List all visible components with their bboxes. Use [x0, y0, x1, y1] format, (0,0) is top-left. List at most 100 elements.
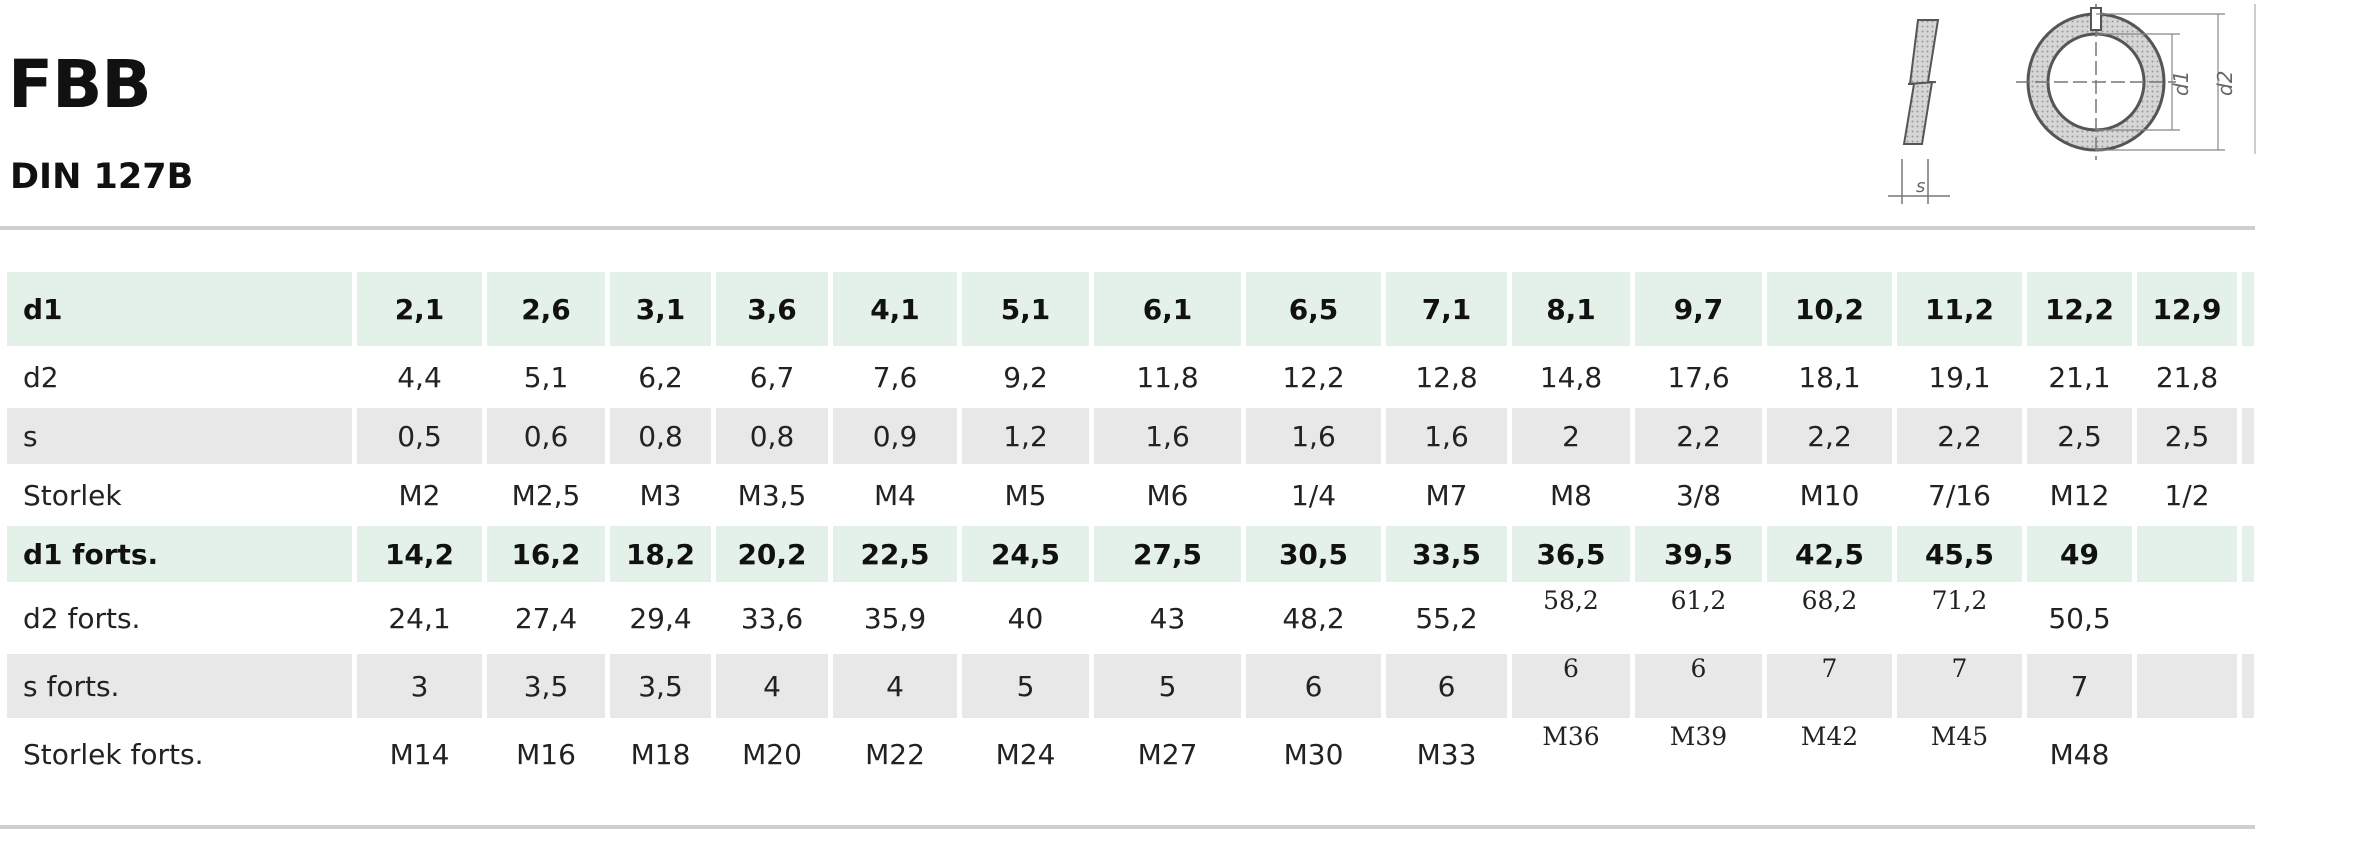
table-row: s forts. 3 3,5 3,5 4 4 5 5 6 6 6 6 7 7 7: [7, 654, 2254, 718]
table-cell: 9,7: [1635, 272, 1762, 346]
table-cell: 10,2: [1767, 272, 1892, 346]
table-cell: 71,2: [1897, 586, 2022, 650]
table-row: s 0,5 0,6 0,8 0,8 0,9 1,2 1,6 1,6 1,6 2 …: [7, 408, 2254, 464]
dim-label-s: s: [1916, 176, 1925, 197]
table-cell: 36,5: [1512, 526, 1630, 582]
table-cell: 7,1: [1386, 272, 1507, 346]
table-cell: [2137, 654, 2237, 718]
table-cell: 33,5: [1386, 526, 1507, 582]
table-cell: 6: [1635, 654, 1762, 718]
table-cell: 7: [2027, 654, 2132, 718]
table-cell: 11,2: [1897, 272, 2022, 346]
table-cell: 6: [1386, 654, 1507, 718]
table-cell: 50,5: [2027, 586, 2132, 650]
table-cell: 61,2: [1635, 586, 1762, 650]
table-cell: M22: [833, 722, 957, 786]
table-cell: 2,2: [1897, 408, 2022, 464]
table-cell: 3: [357, 654, 482, 718]
table-cell: M27: [1094, 722, 1241, 786]
table-cell: 5,1: [962, 272, 1089, 346]
table-cell: M3,5: [716, 468, 828, 522]
table-cell: 8,1: [1512, 272, 1630, 346]
table-cell: 27,5: [1094, 526, 1241, 582]
table-cell: 30,5: [1246, 526, 1381, 582]
table-cell: 6,5: [1246, 272, 1381, 346]
table-cell: 3/8: [1635, 468, 1762, 522]
table-cell: [2242, 272, 2254, 346]
table-cell: 0,8: [610, 408, 711, 464]
table-cell: 21,8: [2137, 350, 2237, 404]
table-cell: 5: [1094, 654, 1241, 718]
spring-washer-diagram: s d1 d2: [1888, 4, 2256, 204]
table-row: d2 forts. 24,1 27,4 29,4 33,6 35,9 40 43…: [7, 586, 2254, 650]
table-cell: 7,6: [833, 350, 957, 404]
table-cell: 6: [1512, 654, 1630, 718]
footer-divider: [0, 825, 2255, 829]
table-cell: [2137, 722, 2237, 786]
table-cell: 2,2: [1635, 408, 1762, 464]
table-cell: 4,4: [357, 350, 482, 404]
table-cell: 1/2: [2137, 468, 2237, 522]
table-cell: 19,1: [1897, 350, 2022, 404]
table-cell: 7/16: [1897, 468, 2022, 522]
table-cell: 29,4: [610, 586, 711, 650]
table-cell: [2137, 526, 2237, 582]
table-cell: 6,2: [610, 350, 711, 404]
table-cell: 55,2: [1386, 586, 1507, 650]
table-cell: 11,8: [1094, 350, 1241, 404]
table-cell: M16: [487, 722, 605, 786]
table-cell: 2,2: [1767, 408, 1892, 464]
side-view-shape: [1888, 19, 1950, 204]
table-cell: M18: [610, 722, 711, 786]
table-cell: M2,5: [487, 468, 605, 522]
table-cell: [2242, 654, 2254, 718]
table-cell: 14,2: [357, 526, 482, 582]
row-label: d2: [7, 350, 352, 404]
table-cell: 3,6: [716, 272, 828, 346]
table-cell: [2242, 468, 2254, 522]
table-cell: 0,9: [833, 408, 957, 464]
table-cell: 42,5: [1767, 526, 1892, 582]
table-cell: 1,6: [1246, 408, 1381, 464]
table-cell: 16,2: [487, 526, 605, 582]
table-cell: 14,8: [1512, 350, 1630, 404]
table-cell: M45: [1897, 722, 2022, 786]
table-cell: 7: [1897, 654, 2022, 718]
table-row: d1 forts. 14,2 16,2 18,2 20,2 22,5 24,5 …: [7, 526, 2254, 582]
table-cell: 5,1: [487, 350, 605, 404]
row-label: Storlek forts.: [7, 722, 352, 786]
table-cell: M6: [1094, 468, 1241, 522]
table-cell: 9,2: [962, 350, 1089, 404]
table-cell: 3,5: [487, 654, 605, 718]
table-cell: M33: [1386, 722, 1507, 786]
table-cell: M4: [833, 468, 957, 522]
table-cell: 7: [1767, 654, 1892, 718]
header-divider: [0, 226, 2255, 230]
table-cell: 1,2: [962, 408, 1089, 464]
table-cell: 40: [962, 586, 1089, 650]
dim-label-d2: d2: [2213, 71, 2237, 96]
row-label: Storlek: [7, 468, 352, 522]
row-label: d1 forts.: [7, 526, 352, 582]
table-cell: [2242, 586, 2254, 650]
table-cell: 22,5: [833, 526, 957, 582]
table-cell: 12,9: [2137, 272, 2237, 346]
table-cell: 35,9: [833, 586, 957, 650]
table-cell: 39,5: [1635, 526, 1762, 582]
table-cell: 4: [716, 654, 828, 718]
table-cell: 5: [962, 654, 1089, 718]
table-cell: 45,5: [1897, 526, 2022, 582]
table-cell: 49: [2027, 526, 2132, 582]
dim-label-d1: d1: [2169, 71, 2193, 96]
table-cell: M5: [962, 468, 1089, 522]
table-cell: M20: [716, 722, 828, 786]
table-cell: 0,5: [357, 408, 482, 464]
table-cell: M36: [1512, 722, 1630, 786]
table-cell: M48: [2027, 722, 2132, 786]
table-row: d1 2,1 2,6 3,1 3,6 4,1 5,1 6,1 6,5 7,1 8…: [7, 272, 2254, 346]
table-cell: M7: [1386, 468, 1507, 522]
table-cell: M30: [1246, 722, 1381, 786]
table-cell: 6: [1246, 654, 1381, 718]
table-cell: 3,5: [610, 654, 711, 718]
top-view-ring: [2016, 4, 2256, 160]
